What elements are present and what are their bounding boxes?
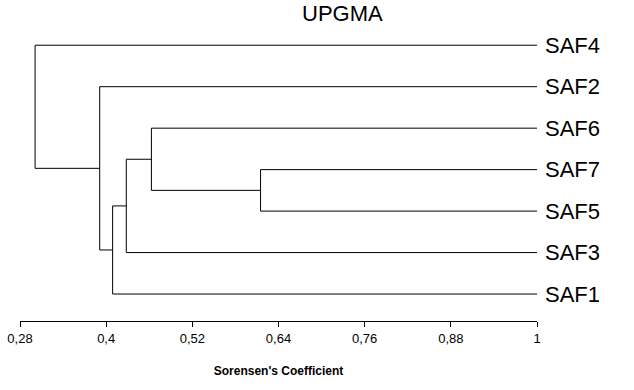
svg-text:SAF3: SAF3 [545, 240, 600, 265]
svg-text:0,4: 0,4 [97, 331, 115, 346]
svg-text:0,64: 0,64 [266, 331, 291, 346]
svg-text:0,88: 0,88 [438, 331, 463, 346]
svg-text:Sorensen's Coefficient: Sorensen's Coefficient [214, 364, 344, 378]
svg-text:SAF6: SAF6 [545, 116, 600, 141]
svg-text:0,76: 0,76 [352, 331, 377, 346]
svg-text:SAF7: SAF7 [545, 157, 600, 182]
svg-text:0,52: 0,52 [180, 331, 205, 346]
svg-text:SAF1: SAF1 [545, 282, 600, 307]
svg-text:SAF5: SAF5 [545, 199, 600, 224]
svg-text:1: 1 [533, 331, 540, 346]
svg-text:0,28: 0,28 [7, 331, 32, 346]
svg-text:SAF2: SAF2 [545, 74, 600, 99]
svg-text:SAF4: SAF4 [545, 33, 600, 58]
svg-text:UPGMA: UPGMA [302, 1, 383, 26]
